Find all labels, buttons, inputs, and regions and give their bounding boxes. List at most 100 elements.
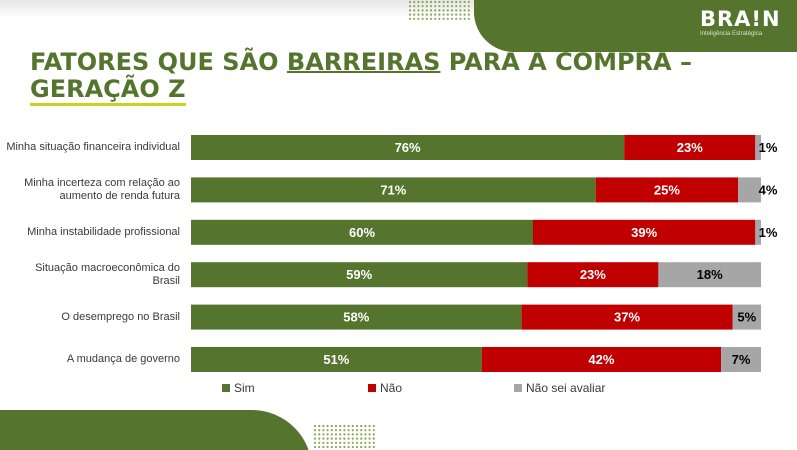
pattern-dot: [343, 429, 346, 432]
pattern-dot: [463, 5, 466, 8]
pattern-dot: [351, 433, 354, 436]
pattern-dot: [429, 5, 433, 8]
legend-item-sim: Sim: [222, 381, 255, 395]
data-label-sim-2: 60%: [349, 225, 375, 240]
pattern-dot: [355, 441, 359, 444]
pattern-dot: [330, 429, 333, 432]
pattern-dot: [339, 424, 342, 428]
pattern-dot: [413, 0, 416, 4]
pattern-dot: [318, 445, 321, 449]
pattern-dot: [334, 445, 338, 449]
pattern-dot: [326, 445, 329, 449]
pattern-dot: [334, 437, 338, 440]
pattern-dot: [417, 5, 420, 8]
logo-background: [474, 0, 797, 52]
pattern-dot: [455, 9, 458, 12]
pattern-dot: [330, 445, 333, 449]
pattern-dot: [330, 433, 333, 436]
pattern-dot: [450, 9, 454, 12]
pattern-dot: [318, 424, 321, 428]
pattern-dot: [463, 17, 466, 20]
category-label-2: Minha instabilidade profissional: [27, 225, 180, 238]
logo-subtitle: Inteligência Estratégica: [700, 31, 763, 37]
pattern-dot: [417, 17, 420, 20]
pattern-dot: [434, 13, 437, 16]
pattern-dot: [372, 424, 375, 428]
pattern-dot: [339, 445, 342, 449]
pattern-dot: [318, 437, 321, 440]
legend-label-nao: Não: [380, 381, 403, 395]
pattern-dot: [326, 437, 329, 440]
data-label-nao-sei-1: 4%: [759, 182, 778, 197]
pattern-dot: [421, 17, 424, 20]
title-suffix: PARA A COMPRA –: [440, 48, 692, 76]
category-label-1: Minha incerteza com relação ao aumento d…: [24, 176, 180, 202]
pattern-dot: [351, 441, 354, 444]
data-label-nao-4: 37%: [614, 310, 640, 325]
pattern-dot: [372, 433, 375, 436]
pattern-dot: [446, 17, 449, 20]
data-label-sim-0: 76%: [395, 140, 421, 155]
pattern-dot: [463, 13, 466, 16]
data-label-nao-sei-2: 1%: [759, 225, 778, 240]
pattern-dot: [368, 433, 371, 436]
pattern-dot: [347, 437, 350, 440]
category-label-5: A mudança de governo: [66, 353, 180, 365]
pattern-dot: [343, 433, 346, 436]
pattern-dot: [417, 0, 420, 4]
pattern-dot: [442, 13, 445, 16]
pattern-dot: [343, 445, 346, 449]
data-label-sim-1: 71%: [380, 182, 406, 197]
pattern-dot: [313, 445, 317, 449]
pattern-dot: [413, 13, 416, 16]
pattern-dot: [339, 441, 342, 444]
pattern-dot: [421, 13, 424, 16]
data-label-nao-5: 42%: [588, 352, 614, 367]
pattern-dot: [326, 429, 329, 432]
pattern-dot: [425, 17, 428, 20]
pattern-dot: [413, 5, 416, 8]
pattern-dot: [429, 0, 433, 4]
pattern-dot: [459, 9, 462, 12]
pattern-dot: [463, 0, 466, 4]
pattern-dot: [455, 13, 458, 16]
pattern-dot: [355, 424, 359, 428]
bar-nao-4: [521, 304, 733, 330]
pattern-dot: [360, 429, 363, 432]
legend-label-nao-sei: Não sei avaliar: [526, 381, 606, 395]
legend-item-nao: Não: [368, 381, 402, 395]
pattern-dot: [343, 437, 346, 440]
bar-sim-4: [191, 304, 522, 330]
chart-svg: 76% 23% 1% 71% 25% 4% 60% 39% 1% 59% 23% 18% 58% 37% 5…: [191, 135, 778, 372]
pattern-dot: [372, 445, 375, 449]
bottom-decor-shape: [0, 410, 312, 450]
pattern-dot: [368, 437, 371, 440]
pattern-dot: [355, 437, 359, 440]
pattern-dot: [450, 13, 454, 16]
bar-nao-sei-5: [721, 347, 761, 372]
pattern-dot: [459, 5, 462, 8]
bar-sim-1: [191, 177, 596, 203]
title-line-1: FATORES QUE SÃO BARREIRAS PARA A COMPRA …: [30, 49, 750, 76]
dot-pattern-bottom: [313, 424, 375, 449]
pattern-dot: [360, 433, 363, 436]
pattern-dot: [438, 5, 441, 8]
pattern-dot: [442, 0, 445, 4]
title-prefix: FATORES QUE SÃO: [30, 48, 287, 76]
data-label-nao-0: 23%: [677, 140, 703, 155]
pattern-dot: [434, 0, 437, 4]
pattern-dot: [372, 429, 375, 432]
bar-nao-sei-2: [755, 219, 761, 245]
pattern-dot: [347, 441, 350, 444]
pattern-dot: [313, 441, 317, 444]
legend-swatch-nao: [368, 384, 376, 392]
data-label-sim-4: 58%: [343, 310, 369, 325]
pattern-dot: [421, 0, 424, 4]
pattern-dot: [455, 0, 458, 4]
pattern-dot: [446, 13, 449, 16]
pattern-dot: [372, 437, 375, 440]
pattern-dot: [459, 0, 462, 4]
title-line-2: GERAÇÃO Z: [30, 75, 186, 106]
pattern-dot: [334, 441, 338, 444]
bar-sim-0: [191, 135, 625, 160]
